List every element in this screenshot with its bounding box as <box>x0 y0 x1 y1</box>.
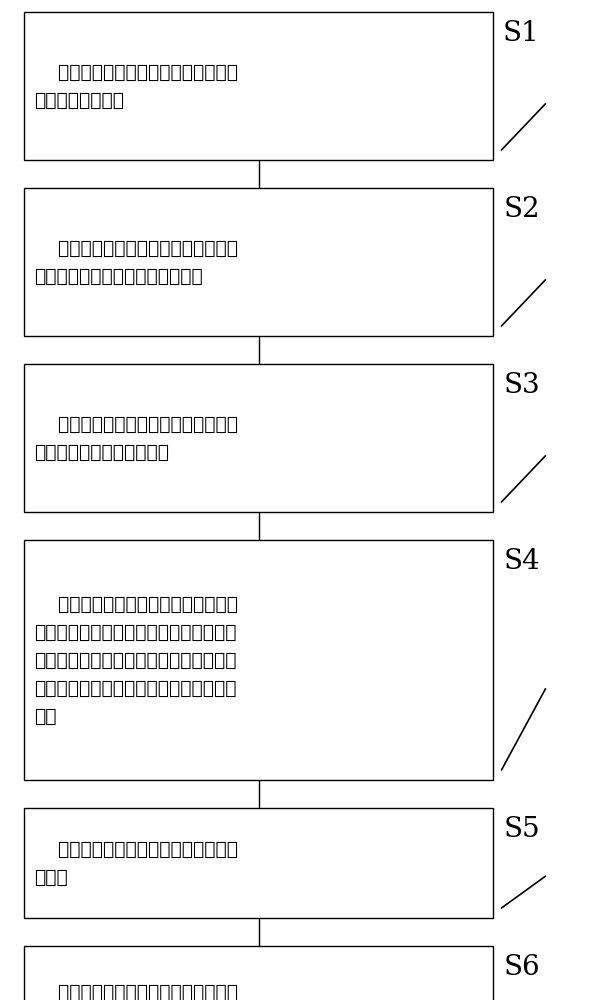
Bar <box>24 946 493 1000</box>
Text: 在所述镀钛钨靶材的上表面放置第一
钢板；: 在所述镀钛钨靶材的上表面放置第一 钢板； <box>34 840 238 886</box>
Text: 在所述镀钛铜合金背板的下表面放置
第二钢板。: 在所述镀钛铜合金背板的下表面放置 第二钢板。 <box>34 982 238 1000</box>
Bar <box>24 808 493 918</box>
Bar <box>24 364 493 512</box>
Bar <box>24 540 493 780</box>
Text: S5: S5 <box>503 816 540 843</box>
Text: S1: S1 <box>503 20 540 47</box>
Text: S3: S3 <box>503 372 540 399</box>
Text: 装配所述镀钛钨靶材、所述镀钛铝中
间层和所述镀钛铜合金背板以形成装配体
，在装配状态下，所述镀钛铝中间层位于
所述镀钛钨靶材和所述镀钛铜合金背板之
间。: 装配所述镀钛钨靶材、所述镀钛铝中 间层和所述镀钛铜合金背板以形成装配体 ，在装配… <box>34 594 238 726</box>
Bar <box>24 188 493 336</box>
Text: 在铜合金背板的焊接面镀上一层钛金
属膜形成镀钛铜合金背板；: 在铜合金背板的焊接面镀上一层钛金 属膜形成镀钛铜合金背板； <box>34 414 238 462</box>
Text: S2: S2 <box>503 196 540 223</box>
Text: S6: S6 <box>503 954 540 981</box>
Text: 在铝中间层的上下两个焊接面均镀上
一层钛金属膜形成镀钛铝中间层；: 在铝中间层的上下两个焊接面均镀上 一层钛金属膜形成镀钛铝中间层； <box>34 238 238 286</box>
Bar <box>24 12 493 160</box>
Text: 在钨靶材的焊接面镀上一层钛金属膜
形成镀钛钨靶材；: 在钨靶材的焊接面镀上一层钛金属膜 形成镀钛钨靶材； <box>34 62 238 109</box>
Text: S4: S4 <box>503 548 540 575</box>
